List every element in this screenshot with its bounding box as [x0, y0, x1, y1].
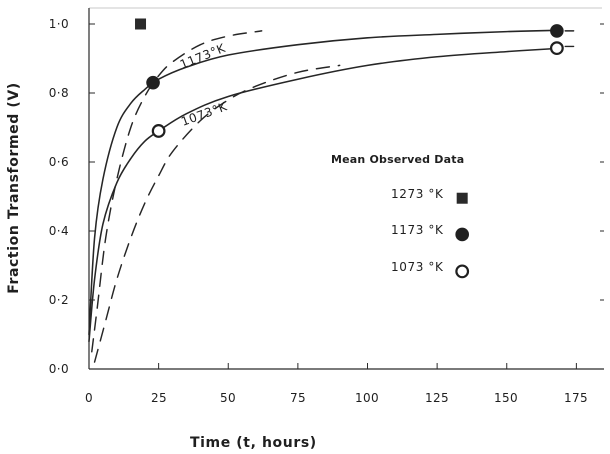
legend-label-1173: 1173 °K [391, 223, 444, 237]
plot-layer [88, 7, 604, 370]
legend-label-1073: 1073 °K [391, 260, 444, 274]
series-solid-line-3 [88, 29, 564, 336]
x-tick-label-100: 100 [355, 391, 379, 405]
x-tick-label-75: 75 [290, 391, 306, 405]
x-tick-label-25: 25 [151, 391, 167, 405]
series-dashed-line-5 [91, 30, 263, 353]
1173-k-marker-2 [550, 24, 564, 38]
1173-k-marker-1 [146, 75, 160, 90]
x-tick-label-150: 150 [494, 391, 518, 405]
legend-title: Mean Observed Data [331, 153, 464, 166]
legend-marker-1273 [456, 192, 468, 204]
x-tick-label-125: 125 [425, 391, 449, 405]
1273-k-marker-1 [135, 18, 147, 30]
y-tick-label-0-4: 0·4 [49, 224, 69, 238]
y-tick-label-0-0: 0·0 [49, 362, 69, 376]
curve-label-1073: 1073°K [179, 99, 229, 129]
series-dashed-line-6 [93, 64, 341, 363]
y-tick-label-1-0: 1·0 [49, 17, 69, 31]
curve-label-1173: 1173°K [178, 41, 228, 72]
x-tick-label-50: 50 [220, 391, 236, 405]
y-tick-label-0-6: 0·6 [49, 155, 69, 169]
legend-marker-1073 [455, 264, 470, 279]
x-tick-label-175: 175 [564, 391, 588, 405]
series-solid-line-4 [88, 47, 564, 343]
1073-k-marker-2 [549, 41, 564, 56]
y-axis-title: Fraction Transformed (V) [6, 82, 22, 294]
x-tick-label-0: 0 [85, 391, 93, 405]
y-tick-label-0-2: 0·2 [49, 293, 69, 307]
y-tick-label-0-8: 0·8 [49, 86, 69, 100]
legend-label-1273: 1273 °K [391, 187, 444, 201]
x-axis-title: Time (t, hours) [190, 435, 317, 451]
legend-marker-1173 [455, 227, 469, 242]
1073-k-marker-1 [151, 124, 166, 138]
